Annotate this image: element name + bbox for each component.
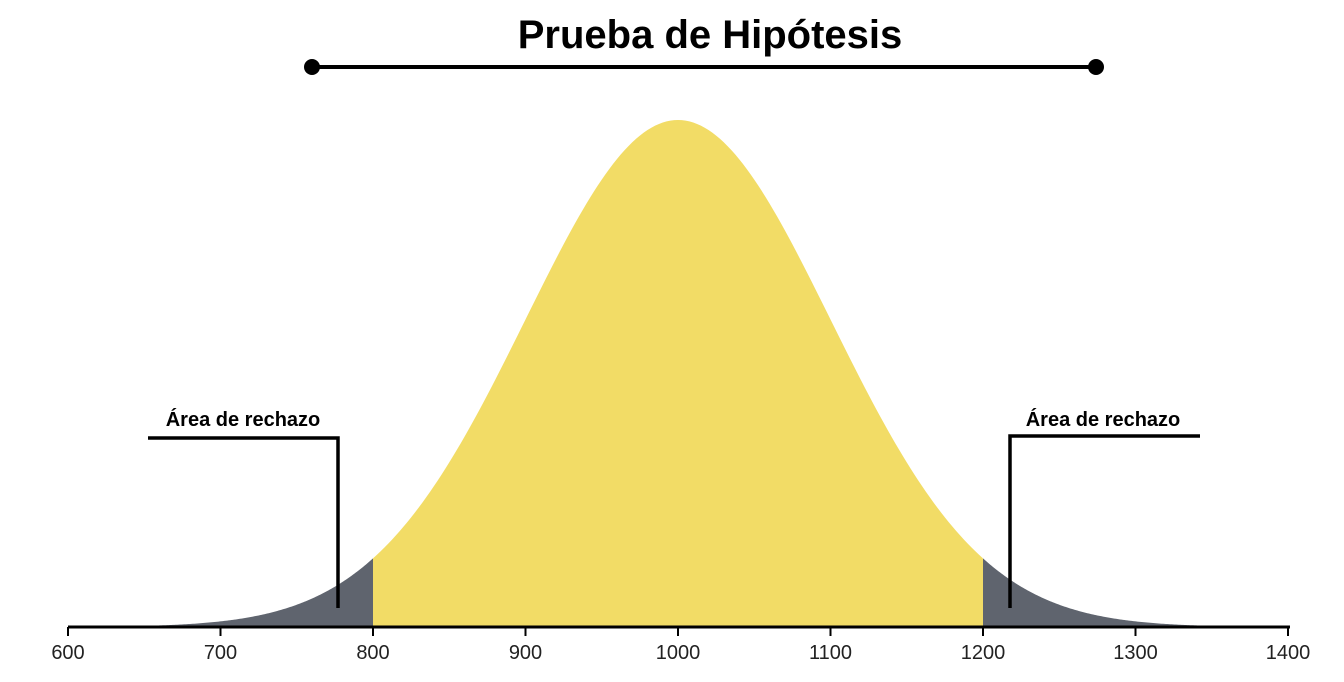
x-axis: 600 700 800 900 1000 1100 1200 1300 1400	[51, 625, 1311, 664]
x-tick-label: 1300	[1113, 642, 1158, 664]
distribution-areas	[144, 120, 1212, 627]
rejection-area-right	[983, 558, 1212, 627]
right-annotation-pointer	[1008, 434, 1200, 608]
x-tick-label: 1200	[961, 642, 1006, 664]
x-tick-label: 700	[204, 642, 237, 664]
x-tick-label: 1400	[1266, 642, 1311, 664]
title-bracket-right-dot	[1088, 59, 1104, 75]
rejection-area-left	[144, 558, 373, 627]
acceptance-area	[373, 120, 983, 627]
right-annotation-label: Área de rechazo	[1026, 408, 1181, 431]
chart-title: Prueba de Hipótesis	[518, 13, 903, 57]
left-annotation-label: Área de rechazo	[166, 408, 321, 431]
x-tick-label: 1000	[656, 642, 701, 664]
x-tick-label: 600	[51, 642, 84, 664]
title-bracket-left-dot	[304, 59, 320, 75]
left-annotation-pointer	[148, 436, 340, 608]
x-tick-label: 800	[356, 642, 389, 664]
x-tick-label: 900	[509, 642, 542, 664]
x-tick-label: 1100	[809, 642, 852, 664]
title-bracket	[304, 59, 1104, 75]
annotations: Área de rechazo Área de rechazo	[148, 408, 1200, 608]
